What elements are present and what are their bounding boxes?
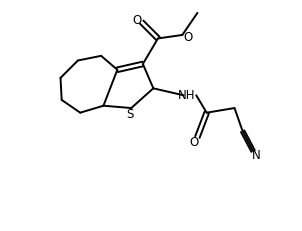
Text: O: O xyxy=(189,136,198,149)
Text: O: O xyxy=(133,14,142,27)
Text: O: O xyxy=(184,30,193,43)
Text: N: N xyxy=(252,148,261,161)
Text: S: S xyxy=(127,108,134,121)
Text: NH: NH xyxy=(178,88,196,101)
